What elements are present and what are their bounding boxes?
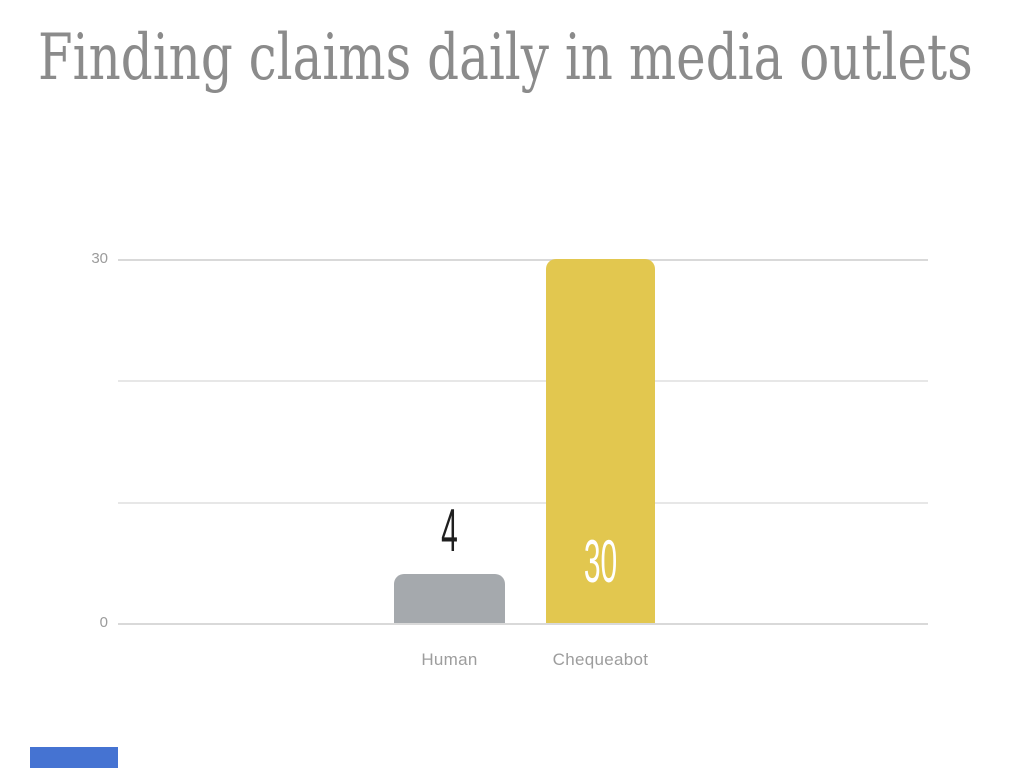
bar-value-label: 4 <box>441 497 458 565</box>
chart-bar-chequeabot <box>546 259 655 623</box>
category-label: Human <box>421 650 478 669</box>
bottom-left-accent-bar <box>30 747 118 768</box>
gridline-y-30 <box>118 259 928 261</box>
y-axis-tick-label: 0 <box>99 614 108 631</box>
gridline-y-0 <box>118 623 928 625</box>
y-axis-tick-label: 30 <box>91 250 108 267</box>
chart-title: Finding claims daily in media outlets <box>38 21 973 95</box>
gridline-y-20 <box>118 380 928 383</box>
chart-bar-human <box>394 574 505 623</box>
bar-value-label: 30 <box>583 528 618 595</box>
gridline-y-10 <box>118 501 928 504</box>
category-label: Chequeabot <box>552 650 649 669</box>
